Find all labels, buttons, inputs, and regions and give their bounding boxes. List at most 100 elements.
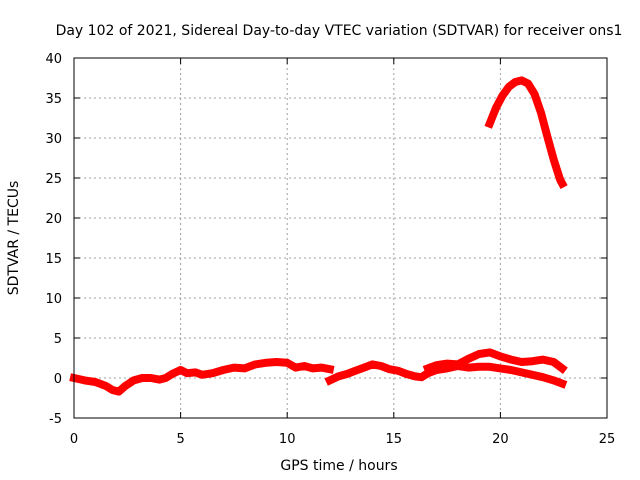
x-tick-label: 0 — [70, 432, 78, 447]
data-point — [443, 360, 451, 368]
data-point — [464, 364, 472, 372]
data-point — [138, 374, 146, 382]
data-point — [507, 356, 515, 364]
data-point — [403, 370, 411, 378]
data-point — [475, 363, 483, 371]
data-point — [524, 80, 532, 88]
data-point — [496, 364, 504, 372]
data-point — [496, 352, 504, 360]
data-point — [219, 366, 227, 374]
chart-title: Day 102 of 2021, Sidereal Day-to-day VTE… — [56, 23, 623, 39]
data-point — [91, 378, 99, 386]
data-point — [183, 369, 191, 377]
y-tick-label: 30 — [45, 132, 62, 147]
data-point — [531, 90, 538, 98]
x-axis-label: GPS time / hours — [280, 458, 397, 474]
data-point — [273, 358, 280, 366]
data-point — [198, 371, 206, 379]
data-point — [411, 372, 419, 380]
data-point — [464, 355, 472, 363]
data-point — [230, 364, 238, 372]
x-tick-label: 10 — [279, 432, 296, 447]
data-point — [108, 386, 116, 394]
data-point — [192, 368, 199, 376]
data-point — [558, 180, 566, 188]
data-point — [518, 368, 526, 376]
data-point — [550, 358, 558, 366]
y-tick-label: -5 — [49, 412, 62, 427]
data-point — [351, 367, 359, 375]
data-point — [507, 366, 515, 374]
data-point — [251, 360, 259, 368]
data-point — [326, 365, 334, 373]
data-point — [241, 364, 249, 372]
y-tick-label: 40 — [45, 52, 62, 67]
data-point — [209, 369, 217, 377]
y-tick-label: 20 — [45, 212, 62, 227]
data-point — [102, 382, 110, 390]
data-point — [511, 78, 519, 86]
data-point — [499, 92, 506, 100]
data-point — [115, 388, 123, 396]
data-point — [81, 376, 89, 384]
data-point — [317, 364, 325, 372]
y-tick-label: 35 — [45, 92, 62, 107]
data-point — [475, 350, 483, 358]
data-point — [543, 132, 551, 140]
data-point — [369, 360, 376, 368]
data-point — [386, 365, 393, 373]
axis-ticks: 0 5 10 15 20 25 -5 0 5 10 15 20 25 30 35 40 — [45, 52, 615, 447]
data-point — [518, 76, 526, 84]
data-points — [69, 76, 568, 396]
y-axis-label: SDTVAR / TECUs — [6, 181, 22, 296]
data-point — [326, 376, 334, 384]
x-tick-label: 20 — [492, 432, 509, 447]
data-point — [300, 362, 308, 370]
y-tick-label: 5 — [54, 332, 62, 347]
data-point — [262, 359, 270, 367]
data-point — [424, 364, 432, 372]
data-point — [539, 373, 547, 381]
x-tick-label: 15 — [386, 432, 403, 447]
data-point — [528, 357, 536, 365]
data-point — [558, 364, 566, 372]
data-point — [539, 356, 547, 364]
data-point — [309, 364, 317, 372]
data-point — [528, 371, 536, 379]
data-point — [486, 363, 494, 371]
data-point — [550, 376, 558, 384]
data-point — [360, 364, 368, 372]
y-tick-label: 25 — [45, 172, 62, 187]
data-point — [177, 366, 185, 374]
data-point — [130, 376, 138, 384]
data-point — [486, 348, 494, 356]
data-point — [283, 359, 291, 367]
plot-frame — [73, 57, 608, 419]
data-point — [121, 382, 129, 390]
data-point — [377, 362, 385, 370]
data-point — [505, 83, 513, 91]
data-point — [454, 360, 462, 368]
x-tick-label: 5 — [176, 432, 184, 447]
data-point — [334, 372, 342, 380]
y-tick-label: 15 — [45, 252, 62, 267]
data-point — [432, 361, 440, 369]
data-point — [486, 120, 494, 128]
data-point — [492, 104, 500, 112]
y-tick-label: 10 — [45, 292, 62, 307]
data-point — [147, 374, 155, 382]
data-point — [155, 376, 163, 384]
data-point — [292, 364, 300, 372]
data-point — [168, 370, 176, 378]
x-tick-label: 25 — [599, 432, 616, 447]
data-point — [537, 108, 545, 116]
data-point — [518, 358, 526, 366]
data-point — [558, 380, 566, 388]
y-tick-label: 0 — [54, 372, 62, 387]
data-point — [418, 373, 425, 381]
data-point — [394, 367, 402, 375]
data-point — [343, 370, 351, 378]
data-point — [550, 156, 558, 164]
data-point — [162, 374, 170, 382]
